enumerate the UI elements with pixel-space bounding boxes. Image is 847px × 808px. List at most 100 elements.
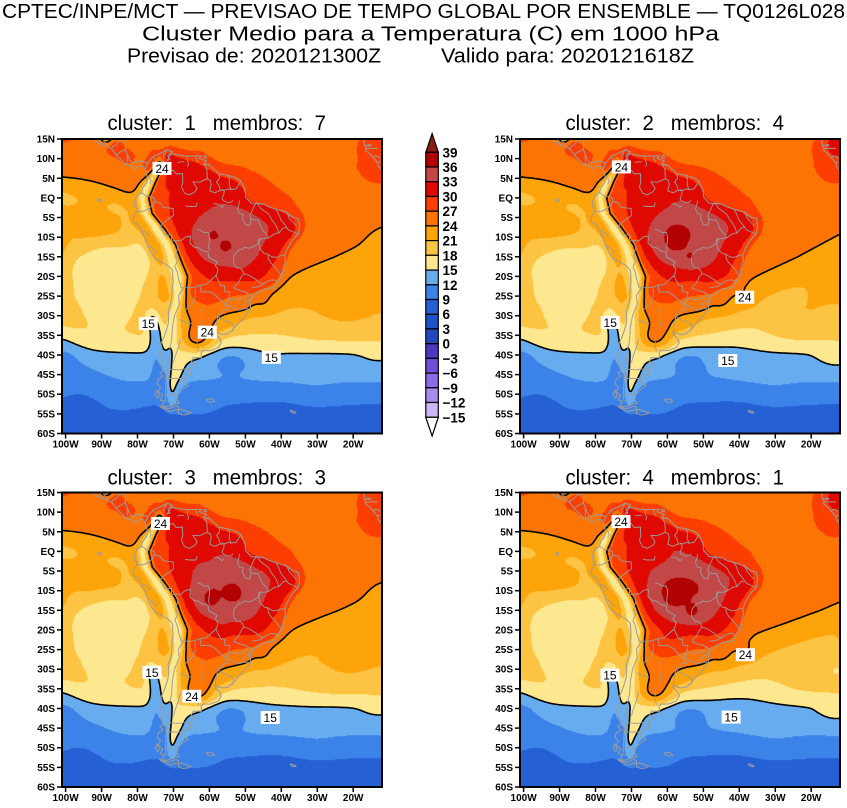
svg-text:35S: 35S	[37, 331, 55, 342]
svg-text:80W: 80W	[585, 440, 606, 451]
svg-text:40W: 40W	[729, 440, 750, 451]
svg-text:6: 6	[443, 307, 451, 322]
svg-text:60W: 60W	[657, 440, 678, 451]
svg-text:−3: −3	[443, 351, 459, 366]
svg-text:5N: 5N	[500, 174, 513, 185]
svg-text:60W: 60W	[657, 793, 678, 803]
svg-text:70W: 70W	[163, 440, 184, 451]
svg-text:60S: 60S	[37, 429, 55, 440]
svg-text:cluster: 3 membros: 3: cluster: 3 membros: 3	[108, 467, 327, 490]
svg-text:15: 15	[142, 317, 156, 331]
svg-text:15N: 15N	[37, 135, 55, 146]
svg-text:90W: 90W	[549, 440, 570, 451]
svg-text:−15: −15	[443, 410, 466, 425]
svg-text:25S: 25S	[495, 292, 513, 303]
svg-text:70W: 70W	[163, 793, 184, 803]
svg-text:24: 24	[155, 162, 169, 176]
svg-text:100W: 100W	[511, 793, 538, 803]
svg-text:55S: 55S	[37, 409, 55, 420]
svg-text:3: 3	[443, 322, 451, 337]
svg-text:40W: 40W	[271, 440, 292, 451]
svg-text:15: 15	[265, 351, 279, 365]
svg-text:50W: 50W	[693, 793, 714, 803]
svg-text:50S: 50S	[37, 743, 55, 754]
svg-text:9: 9	[443, 293, 451, 308]
svg-text:15S: 15S	[495, 606, 513, 617]
svg-text:50W: 50W	[235, 440, 256, 451]
svg-text:20S: 20S	[495, 625, 513, 636]
svg-text:cluster: 1 membros: 7: cluster: 1 membros: 7	[108, 112, 327, 135]
svg-text:10S: 10S	[495, 233, 513, 244]
svg-text:90W: 90W	[549, 793, 570, 803]
svg-text:35S: 35S	[495, 684, 513, 695]
svg-text:5S: 5S	[43, 567, 56, 578]
svg-text:100W: 100W	[53, 440, 80, 451]
svg-text:cluster: 4 membros: 1: cluster: 4 membros: 1	[566, 467, 785, 490]
svg-text:10N: 10N	[37, 154, 55, 165]
svg-text:5N: 5N	[42, 174, 55, 185]
svg-text:100W: 100W	[511, 440, 538, 451]
svg-text:90W: 90W	[91, 793, 112, 803]
svg-text:80W: 80W	[127, 440, 148, 451]
svg-text:0: 0	[443, 337, 451, 352]
svg-text:18: 18	[443, 248, 459, 263]
svg-text:50W: 50W	[693, 440, 714, 451]
svg-text:30W: 30W	[307, 793, 328, 803]
svg-text:CPTEC/INPE/MCT — PREVISAO DE T: CPTEC/INPE/MCT — PREVISAO DE TEMPO GLOBA…	[2, 1, 845, 23]
svg-text:15: 15	[145, 666, 159, 680]
svg-text:70W: 70W	[621, 440, 642, 451]
svg-text:EQ: EQ	[499, 547, 514, 558]
svg-text:15: 15	[721, 354, 735, 368]
svg-text:15N: 15N	[495, 135, 513, 146]
svg-text:5N: 5N	[500, 527, 513, 538]
svg-text:27: 27	[443, 204, 458, 219]
svg-text:Previsao de: 2020121300Z: Previsao de: 2020121300Z	[127, 46, 381, 68]
svg-text:−9: −9	[443, 381, 458, 396]
svg-text:5S: 5S	[43, 213, 56, 224]
svg-text:20W: 20W	[801, 793, 822, 803]
svg-text:25S: 25S	[37, 645, 55, 656]
svg-text:21: 21	[443, 234, 459, 249]
svg-text:12: 12	[443, 278, 458, 293]
svg-text:80W: 80W	[585, 793, 606, 803]
svg-text:10N: 10N	[495, 508, 513, 519]
svg-text:20W: 20W	[343, 440, 364, 451]
svg-text:40S: 40S	[37, 704, 55, 715]
svg-text:30: 30	[443, 190, 458, 205]
svg-text:55S: 55S	[37, 763, 55, 774]
svg-text:30S: 30S	[37, 311, 55, 322]
svg-text:70W: 70W	[621, 793, 642, 803]
svg-text:15N: 15N	[37, 488, 55, 499]
svg-text:20W: 20W	[343, 793, 364, 803]
svg-text:80W: 80W	[127, 793, 148, 803]
svg-text:60S: 60S	[37, 783, 55, 794]
svg-text:EQ: EQ	[41, 547, 56, 558]
svg-text:40S: 40S	[37, 351, 55, 362]
svg-text:39: 39	[443, 145, 458, 160]
svg-text:100W: 100W	[53, 793, 80, 803]
svg-text:15: 15	[604, 316, 618, 330]
svg-text:60W: 60W	[199, 440, 220, 451]
svg-text:Valido para: 2020121618Z: Valido para: 2020121618Z	[441, 46, 694, 68]
svg-text:24: 24	[739, 648, 753, 662]
svg-text:cluster: 2 membros: 4: cluster: 2 membros: 4	[566, 112, 785, 135]
svg-text:15S: 15S	[37, 606, 55, 617]
svg-text:10N: 10N	[37, 508, 55, 519]
svg-text:60S: 60S	[495, 429, 513, 440]
svg-text:20S: 20S	[37, 625, 55, 636]
svg-text:EQ: EQ	[41, 193, 56, 204]
svg-text:90W: 90W	[91, 440, 112, 451]
svg-text:25S: 25S	[495, 645, 513, 656]
svg-text:40S: 40S	[495, 704, 513, 715]
svg-text:24: 24	[614, 515, 628, 529]
svg-text:40W: 40W	[729, 793, 750, 803]
svg-text:15: 15	[603, 669, 617, 683]
svg-text:−12: −12	[443, 396, 466, 411]
svg-text:40S: 40S	[495, 351, 513, 362]
svg-text:10S: 10S	[495, 586, 513, 597]
svg-text:50S: 50S	[37, 390, 55, 401]
svg-text:30S: 30S	[495, 311, 513, 322]
svg-text:24: 24	[615, 160, 629, 174]
svg-text:24: 24	[443, 219, 459, 234]
svg-text:50S: 50S	[495, 743, 513, 754]
